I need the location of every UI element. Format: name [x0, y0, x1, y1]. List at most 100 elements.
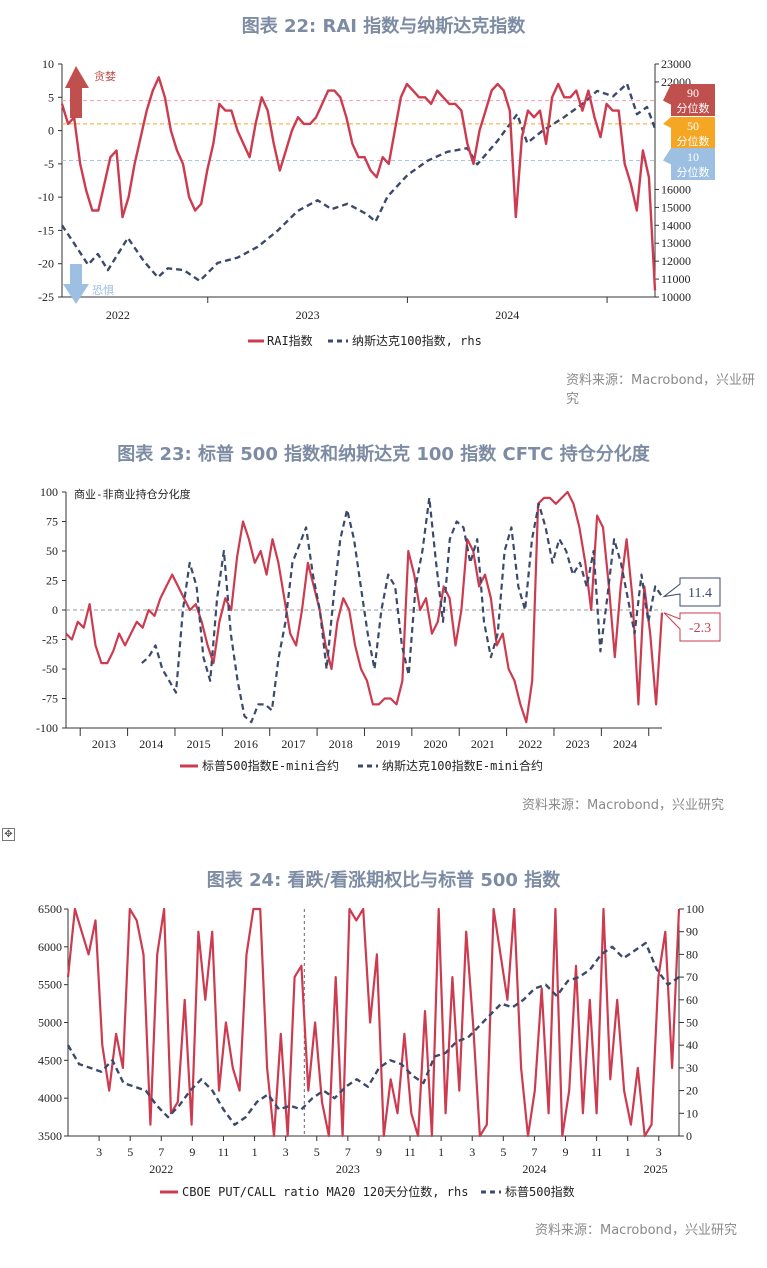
y2-tick-label: 13000	[661, 236, 691, 250]
y-axis-label: 商业-非商业持仓分化度	[74, 487, 191, 501]
chart-23-source: 资料来源：Macrobond，兴业研究	[522, 798, 725, 813]
y-tick-label: 5500	[38, 978, 62, 992]
x-month-label: 11	[218, 1145, 230, 1159]
x-month-label: 1	[252, 1145, 258, 1159]
nasdaq100-emini-line	[141, 496, 663, 724]
y-tick-label: 4500	[38, 1053, 62, 1067]
y-tick-label: 100	[40, 485, 58, 499]
x-month-label: 3	[283, 1145, 289, 1159]
threshold-label-number: 50	[687, 119, 699, 133]
chart-22-source: 资料来源：Macrobond，兴业研究	[566, 373, 756, 407]
nasdaq100-line	[61, 82, 657, 283]
y-tick-label: 25	[46, 574, 58, 588]
x-tick-label: 2013	[92, 737, 116, 751]
y2-tick-label: 10	[686, 1106, 698, 1120]
legend-label-putcall: CBOE PUT/CALL ratio MA20 120天分位数, rhs	[182, 1184, 468, 1199]
x-year-label: 2022	[149, 1162, 173, 1176]
x-month-label: 5	[500, 1145, 506, 1159]
x-month-label: 3	[656, 1145, 662, 1159]
x-month-label: 7	[345, 1145, 351, 1159]
legend-label-nasdaq: 纳斯达克100指数E-mini合约	[382, 758, 543, 773]
x-tick-label: 2024	[495, 308, 519, 322]
y2-tick-label: 10000	[661, 290, 691, 304]
x-month-label: 1	[625, 1145, 631, 1159]
x-tick-label: 2019	[376, 737, 400, 751]
y-tick-label: 0	[52, 603, 58, 617]
threshold-label-text: 分位数	[677, 101, 710, 115]
move-handle-icon[interactable]: ✥	[2, 828, 15, 841]
rai-index-line	[60, 76, 657, 291]
x-month-label: 9	[189, 1145, 195, 1159]
y-tick-label: 6500	[38, 902, 62, 916]
x-tick-label: 2021	[471, 737, 495, 751]
legend-label-sp500: 标普500指数	[505, 1184, 575, 1199]
x-month-label: 3	[96, 1145, 102, 1159]
x-tick-label: 2015	[187, 737, 211, 751]
threshold-label-text: 分位数	[677, 134, 710, 148]
y-tick-label: -5	[44, 157, 54, 171]
y-tick-label: -15	[38, 223, 54, 237]
chart-24: 6500 6000 5500 5000 4500 4000 3500 100 90 80 70 60 5…	[38, 902, 704, 1199]
y2-tick-label: 60	[686, 993, 698, 1007]
x-month-label: 7	[158, 1145, 164, 1159]
y2-tick-label: 20	[686, 1084, 698, 1098]
x-month-label: 9	[376, 1145, 382, 1159]
x-tick-label: 2016	[234, 737, 258, 751]
y2-tick-label: 70	[686, 970, 698, 984]
threshold-label-box	[663, 117, 715, 149]
y2-tick-label: 15000	[661, 200, 691, 214]
callout-box	[662, 577, 721, 607]
y2-tick-label: 23000	[661, 57, 691, 71]
y-tick-label: -10	[38, 190, 54, 204]
y2-tick-label: 16000	[661, 182, 691, 196]
y-tick-label: 3500	[38, 1129, 62, 1143]
fear-arrow-icon	[63, 264, 89, 304]
greed-label: 贪婪	[94, 69, 116, 83]
y-tick-label: 6000	[38, 940, 62, 954]
x-tick-label: 2020	[424, 737, 448, 751]
x-month-label: 11	[404, 1145, 416, 1159]
legend-label-sp500: 标普500指数E-mini合约	[202, 758, 339, 773]
x-year-label: 2023	[336, 1162, 360, 1176]
y-tick-label: -50	[42, 662, 58, 676]
chart-24-title: 图表 24: 看跌/看涨期权比与标普 500 指数	[206, 870, 561, 891]
y2-tick-label: 14000	[661, 218, 691, 232]
x-tick-label: 2022	[518, 737, 542, 751]
y-tick-label: -25	[38, 290, 54, 304]
threshold-label-text: 分位数	[677, 165, 710, 179]
x-tick-label: 2023	[296, 308, 320, 322]
y-tick-label: 4000	[38, 1091, 62, 1105]
x-month-label: 3	[469, 1145, 475, 1159]
y2-tick-label: 30	[686, 1061, 698, 1075]
y-tick-label: 50	[46, 544, 58, 558]
fear-label: 恐惧	[92, 283, 114, 297]
threshold-label-box	[663, 148, 715, 180]
threshold-label-box	[663, 84, 715, 116]
x-month-label: 1	[438, 1145, 444, 1159]
x-month-label: 5	[314, 1145, 320, 1159]
threshold-label-number: 10	[687, 150, 699, 164]
greed-arrow-icon	[65, 66, 89, 118]
x-tick-label: 2024	[613, 737, 637, 751]
x-tick-label: 2017	[281, 737, 305, 751]
y-tick-label: 5	[48, 90, 54, 104]
callout-value: -2.3	[689, 621, 711, 636]
x-tick-label: 2022	[106, 308, 130, 322]
x-tick-label: 2018	[329, 737, 353, 751]
y-tick-label: 10	[42, 57, 54, 71]
x-month-label: 11	[591, 1145, 603, 1159]
y2-tick-label: 80	[686, 947, 698, 961]
sp500-emini-line	[65, 490, 664, 724]
y2-tick-label: 12000	[661, 254, 691, 268]
x-year-label: 2024	[522, 1162, 546, 1176]
x-tick-label: 2023	[566, 737, 590, 751]
x-month-label: 7	[531, 1145, 537, 1159]
x-month-label: 9	[563, 1145, 569, 1159]
x-tick-label: 2014	[139, 737, 163, 751]
y-tick-label: 5000	[38, 1016, 62, 1030]
y-tick-label: -100	[36, 721, 58, 735]
y-tick-label: 75	[46, 515, 58, 529]
y2-tick-label: 100	[686, 902, 704, 916]
y2-tick-label: 90	[686, 925, 698, 939]
legend-label-nasdaq: 纳斯达克100指数, rhs	[352, 333, 482, 348]
